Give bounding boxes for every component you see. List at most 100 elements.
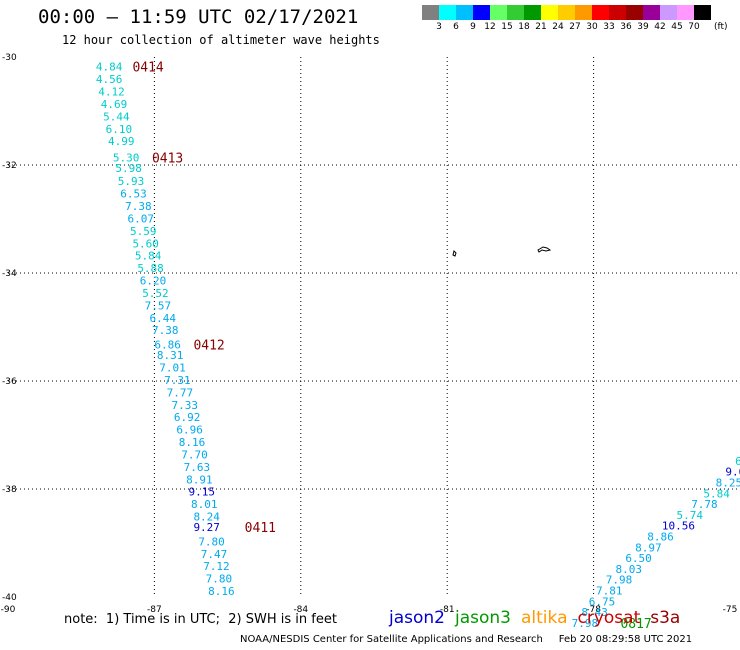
wave-height-label: 7.33 — [171, 399, 198, 412]
pass-time-label: 0817 — [620, 617, 651, 632]
wave-height-label: 8.03 — [616, 563, 643, 576]
island-large — [537, 246, 552, 253]
color-scale-legend: 3 6 9 12 15 18 21 24 27 30 33 36 39 42 45 70 (ft) — [422, 5, 732, 35]
color-swatch — [609, 5, 626, 20]
island-small — [452, 250, 457, 257]
page-subtitle: 12 hour collection of altimeter wave hei… — [62, 33, 380, 47]
wave-height-label: 5.93 — [118, 175, 145, 188]
wave-height-label: 5.74 — [677, 509, 704, 522]
legend-item: cryosat — [577, 608, 641, 628]
wave-height-label: 7.47 — [201, 548, 228, 561]
color-tick-label: 21 — [535, 22, 547, 32]
wave-height-label: 5.30 — [113, 151, 140, 164]
pass-time-label: 0412 — [193, 338, 224, 353]
wave-height-label: 8.16 — [179, 436, 206, 449]
wave-height-label: 6.96 — [176, 424, 203, 437]
wave-height-label: 8.01 — [191, 498, 218, 511]
wave-height-label: 8.31 — [157, 349, 184, 362]
wave-height-label: 4.84 — [96, 61, 123, 74]
wave-height-label: 4.12 — [98, 86, 125, 99]
wave-height-label: 7.81 — [596, 585, 623, 598]
x-tick-label: -87 — [147, 605, 162, 615]
wave-height-label: 8.86 — [647, 531, 674, 544]
pass-time-label: 0414 — [132, 61, 163, 76]
wave-height-label: 6.10 — [106, 123, 133, 136]
color-swatch — [524, 5, 541, 20]
color-swatch — [473, 5, 490, 20]
wave-height-label: 7.01 — [159, 362, 186, 375]
color-swatch — [541, 5, 558, 20]
wave-height-label: 8.91 — [186, 473, 213, 486]
color-swatch — [660, 5, 677, 20]
wave-height-label: 8.43 — [581, 606, 608, 619]
y-tick-label: -34 — [2, 269, 17, 279]
wave-height-label: 10.56 — [662, 520, 695, 533]
wave-height-label: 4.99 — [108, 135, 135, 148]
color-tick-label: 3 — [436, 22, 442, 32]
pass-time-label: 0413 — [152, 151, 183, 166]
wave-height-label: 6.44 — [150, 312, 177, 325]
color-tick-label: 6 — [453, 22, 459, 32]
color-tick-label: 45 — [671, 22, 683, 32]
axis-labels: -90 -87 -84 -81 -78 -75 -30 -32 -34 -36 -38 -40 — [1, 53, 738, 615]
color-tick-label: 39 — [637, 22, 649, 32]
wave-height-label: 7.31 — [164, 374, 191, 387]
color-tick-label: 18 — [518, 22, 530, 32]
wave-height-label: 4.69 — [101, 98, 128, 111]
wave-height-label: 6.53 — [120, 188, 146, 201]
color-swatch — [456, 5, 473, 20]
wave-height-label: 8.97 — [635, 541, 662, 554]
x-tick-label: -90 — [1, 605, 16, 615]
wave-height-label: 5.84 — [703, 487, 730, 500]
wave-height-label: 5.59 — [130, 225, 157, 238]
wave-height-label: 7.98 — [572, 617, 599, 630]
wave-height-label: 7.98 — [606, 574, 633, 587]
x-tick-label: -75 — [723, 605, 738, 615]
color-tick-label: 27 — [569, 22, 581, 32]
wave-height-label: 7.78 — [691, 498, 718, 511]
color-swatch — [626, 5, 643, 20]
wave-height-label: 7.12 — [203, 560, 230, 573]
wave-height-label: 6.92 — [174, 411, 201, 424]
color-tick-label: 12 — [484, 22, 496, 32]
color-swatch — [558, 5, 575, 20]
y-tick-label: -32 — [2, 161, 17, 171]
legend-item: jason3 — [455, 608, 511, 628]
color-swatch — [592, 5, 609, 20]
satellite-legend: jason2 jason3 altika cryosat s3a — [389, 608, 690, 628]
page-title: 00:00 – 11:59 UTC 02/17/2021 — [38, 6, 359, 28]
wave-height-label: 6.86 — [154, 338, 181, 351]
credit-text: NOAA/NESDIS Center for Satellite Applica… — [240, 634, 693, 645]
data-marks: 4.844.564.124.695.446.104.99 5.305.985.93… — [96, 61, 740, 632]
color-swatch — [507, 5, 524, 20]
wave-height-label: 8.16 — [208, 585, 235, 598]
y-tick-label: -38 — [2, 485, 17, 495]
color-swatch — [490, 5, 507, 20]
y-tick-label: -40 — [2, 593, 17, 603]
wave-height-label: 4.56 — [96, 73, 123, 86]
color-swatch — [643, 5, 660, 20]
wave-height-label: 6 — [735, 455, 740, 468]
color-swatch — [439, 5, 456, 20]
legend-item: s3a — [650, 608, 681, 628]
y-tick-label: -36 — [2, 377, 17, 387]
wave-height-label: 5.44 — [103, 110, 130, 123]
wave-height-label: 5.52 — [142, 287, 169, 300]
wave-height-label: 7.80 — [206, 573, 233, 586]
wave-height-label: 6.75 — [589, 595, 616, 608]
wave-height-label: 7.38 — [125, 200, 151, 213]
wave-height-label: 6.20 — [140, 275, 167, 288]
color-unit-label: (ft) — [714, 22, 728, 32]
pass-time-label: 0411 — [245, 521, 276, 536]
wave-height-label: 7.70 — [181, 448, 208, 461]
color-tick-label: 70 — [688, 22, 700, 32]
wave-height-label: 5.84 — [135, 250, 162, 263]
wave-height-label: 7.38 — [152, 324, 179, 337]
x-tick-label: -84 — [293, 605, 308, 615]
color-tick-label: 42 — [654, 22, 666, 32]
color-swatch — [422, 5, 439, 20]
color-tick-label: 36 — [620, 22, 632, 32]
y-tick-label: -30 — [2, 53, 17, 63]
wave-height-label: 7.57 — [145, 299, 172, 312]
wave-height-label: 6.50 — [625, 552, 652, 565]
